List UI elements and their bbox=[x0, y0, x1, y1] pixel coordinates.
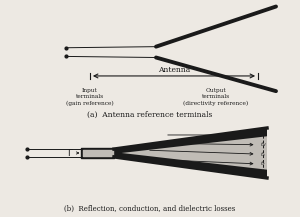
Text: (a)  Antenna reference terminals: (a) Antenna reference terminals bbox=[87, 111, 213, 119]
Text: $t_r$: $t_r$ bbox=[260, 159, 266, 168]
Text: Output
terminals
(directivity reference): Output terminals (directivity reference) bbox=[183, 88, 249, 107]
Text: Antenna: Antenna bbox=[158, 66, 190, 74]
Text: $t_c$: $t_c$ bbox=[260, 130, 266, 140]
Text: $\Gamma$: $\Gamma$ bbox=[67, 148, 74, 158]
Polygon shape bbox=[114, 152, 267, 178]
Text: $t_c$: $t_c$ bbox=[260, 150, 266, 159]
Polygon shape bbox=[114, 128, 267, 178]
Polygon shape bbox=[114, 128, 267, 154]
Text: $t_d$: $t_d$ bbox=[260, 140, 267, 149]
Text: (b)  Reflection, conduction, and dielectric losses: (b) Reflection, conduction, and dielectr… bbox=[64, 205, 236, 213]
Text: Input
terminals
(gain reference): Input terminals (gain reference) bbox=[66, 88, 114, 107]
